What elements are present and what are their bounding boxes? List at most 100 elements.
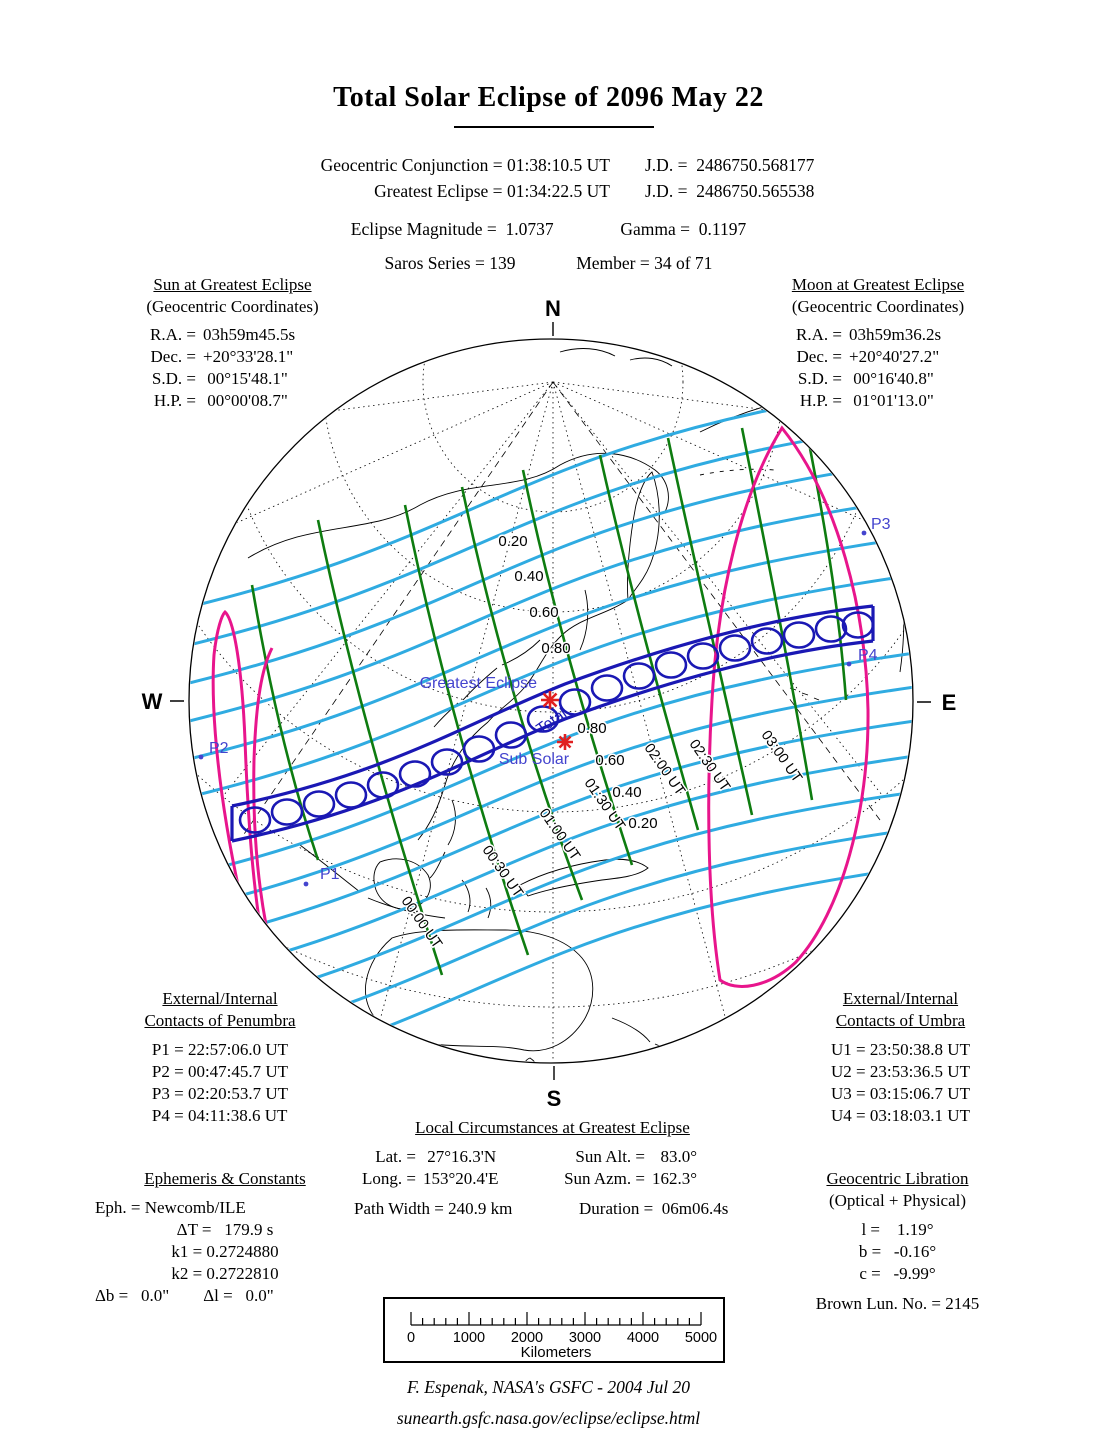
scale-bar: 0 1000 2000 3000 4000 5000 Kilometers — [383, 1297, 725, 1363]
label-p3: P3 — [871, 516, 891, 533]
k2-row: k2 = 0.2722810 — [171, 1264, 279, 1283]
sun-block: Sun at Greatest Eclipse (Geocentric Coor… — [100, 274, 365, 412]
magnitude-value: 1.0737 — [505, 219, 554, 239]
moon-hp-row: H.P. = 01°01'13.0" — [799, 391, 934, 410]
libration-subtitle: (Optical + Physical) — [828, 1191, 967, 1210]
sun-block-title: Sun at Greatest Eclipse — [153, 275, 312, 294]
jd-conjunction-value: 2486750.568177 — [696, 155, 815, 175]
k1-row: k1 = 0.2724880 — [171, 1242, 279, 1261]
libration-title: Geocentric Libration — [826, 1169, 969, 1188]
jd-greatest-label: J.D. = — [645, 181, 697, 201]
greatest-eclipse-marker — [541, 691, 559, 709]
conjunction-value: 01:38:10.5 UT — [506, 155, 610, 175]
duration-value: 06m06.4s — [657, 1199, 729, 1218]
moon-block: Moon at Greatest Eclipse (Geocentric Coo… — [742, 274, 1014, 412]
moon-block-title: Moon at Greatest Eclipse — [791, 275, 965, 294]
path-width-duration-row: Path Width = 240.9 km Duration = 06m06.4… — [340, 1198, 765, 1220]
greatest-eclipse-label: Greatest Eclipse = — [374, 181, 507, 201]
url-line: sunearth.gsfc.nasa.gov/eclipse/eclipse.h… — [396, 1408, 701, 1428]
ephemeris-title: Ephemeris & Constants — [144, 1169, 306, 1188]
jd-greatest-value: 2486750.565538 — [696, 181, 815, 201]
scale-tick-0: 0 — [407, 1330, 415, 1346]
compass-south: S — [547, 1086, 562, 1111]
brown-lunation-row: Brown Lun. No. = 2145 — [815, 1294, 980, 1313]
penumbra-contacts-block: External/Internal Contacts of Penumbra P… — [95, 988, 345, 1127]
scale-tick-2000: 2000 — [511, 1330, 543, 1346]
scale-tick-1000: 1000 — [453, 1330, 485, 1346]
umbra-u1: U1 = 23:50:38.8 UT — [831, 1040, 970, 1059]
penumbra-title-2: Contacts of Penumbra — [144, 1011, 296, 1030]
total-path — [230, 604, 875, 843]
penumbra-p3: P3 = 02:20:53.7 UT — [151, 1084, 289, 1103]
longitude-row: Long. = 153°20.4'E — [362, 1169, 499, 1188]
contour-label-south-020: 0.20 — [628, 815, 657, 832]
contour-label-north-040: 0.40 — [514, 568, 543, 585]
greatest-eclipse-value: 01:34:22.5 UT — [506, 181, 610, 201]
member-value: 34 of 71 — [654, 253, 713, 273]
penumbra-limit-west — [211, 609, 274, 1009]
contour-label-north-020: 0.20 — [498, 533, 527, 550]
jd-conjunction-label: J.D. = — [645, 155, 697, 175]
libration-c-row: c = -9.99° — [859, 1264, 936, 1283]
duration-label: Duration = — [579, 1199, 654, 1218]
sun-dec-row: Dec. = +20°33'28.1" — [150, 347, 294, 366]
penumbra-title-1: External/Internal — [162, 989, 278, 1008]
sun-ra-row: R.A. = 03h59m45.5s — [150, 325, 296, 344]
contact-point-dots — [198, 530, 867, 887]
sun-block-subtitle: (Geocentric Coordinates) — [146, 297, 319, 316]
saros-label: Saros Series = — [384, 253, 490, 273]
path-width-value: 240.9 km — [448, 1199, 513, 1218]
saros-member-row: Saros Series = 139 Member = 34 of 71 — [0, 250, 1097, 276]
magnitude-gamma-row: Eclipse Magnitude = 1.0737 Gamma = 0.119… — [0, 216, 1097, 242]
umbra-u2: U2 = 23:53:36.5 UT — [831, 1062, 970, 1081]
label-greatest-eclipse: Greatest Eclipse — [420, 675, 537, 692]
scale-tick-4000: 4000 — [627, 1330, 659, 1346]
path-width-label: Path Width = — [354, 1199, 444, 1218]
penumbra-p1: P1 = 22:57:06.0 UT — [151, 1040, 289, 1059]
julian-dates: J.D. = 2486750.568177 J.D. = 2486750.565… — [645, 152, 814, 204]
page-title: Total Solar Eclipse of 2096 May 22 — [333, 82, 764, 113]
contour-label-south-060: 0.60 — [595, 752, 624, 769]
magnitude-label: Eclipse Magnitude = — [350, 219, 506, 239]
sun-hp-row: H.P. = 00°00'08.7" — [153, 391, 288, 410]
libration-block: Geocentric Libration (Optical + Physical… — [795, 1168, 1000, 1315]
label-p4: P4 — [858, 647, 878, 664]
delta-b-l-row: Δb = 0.0" Δl = 0.0" — [95, 1286, 274, 1305]
local-circumstances-title: Local Circumstances at Greatest Eclipse — [415, 1118, 690, 1137]
contour-label-north-080: 0.80 — [541, 640, 570, 657]
moon-block-subtitle: (Geocentric Coordinates) — [791, 297, 965, 316]
credit-line: F. Espenak, NASA's GSFC - 2004 Jul 20 — [407, 1377, 690, 1397]
umbra-contacts-block: External/Internal Contacts of Umbra U1 =… — [778, 988, 1023, 1127]
scale-unit-label: Kilometers — [521, 1344, 592, 1361]
sun-altitude-row: Sun Alt. = 83.0° — [575, 1147, 698, 1166]
label-p2: P2 — [209, 740, 229, 757]
moon-sd-row: S.D. = 00°16'40.8" — [797, 369, 934, 388]
libration-l-row: l = 1.19° — [861, 1220, 934, 1239]
umbra-u4: U4 = 03:18:03.1 UT — [831, 1106, 970, 1125]
ut-hour-lines — [250, 427, 848, 976]
conjunction-times: Geocentric Conjunction = 01:38:10.5 UT G… — [264, 152, 610, 204]
moon-ra-row: R.A. = 03h59m36.2s — [796, 325, 942, 344]
ephemeris-source: Eph. = Newcomb/ILE — [95, 1198, 246, 1217]
member-label: Member = — [576, 253, 655, 273]
umbra-title-1: External/Internal — [842, 989, 959, 1008]
delta-t-row: ΔT = 179.9 s — [176, 1220, 274, 1239]
label-p1: P1 — [320, 866, 340, 883]
penumbra-limit-east — [707, 425, 870, 988]
contour-label-north-060: 0.60 — [529, 604, 558, 621]
umbra-outlines — [238, 611, 875, 834]
contour-label-south-040: 0.40 — [612, 784, 641, 801]
scale-tick-5000: 5000 — [685, 1330, 717, 1346]
latitude-row: Lat. = 27°16.3'N — [375, 1147, 497, 1166]
label-sub-solar: Sub Solar — [499, 751, 570, 768]
sun-sd-row: S.D. = 00°15'48.1" — [151, 369, 288, 388]
compass-ticks — [170, 322, 931, 1080]
compass-north: N — [545, 296, 561, 321]
moon-dec-row: Dec. = +20°40'27.2" — [796, 347, 940, 366]
contour-label-south-080: 0.80 — [577, 720, 606, 737]
libration-b-row: b = -0.16° — [858, 1242, 937, 1261]
compass-west: W — [142, 689, 163, 714]
gamma-value: 0.1197 — [698, 219, 747, 239]
